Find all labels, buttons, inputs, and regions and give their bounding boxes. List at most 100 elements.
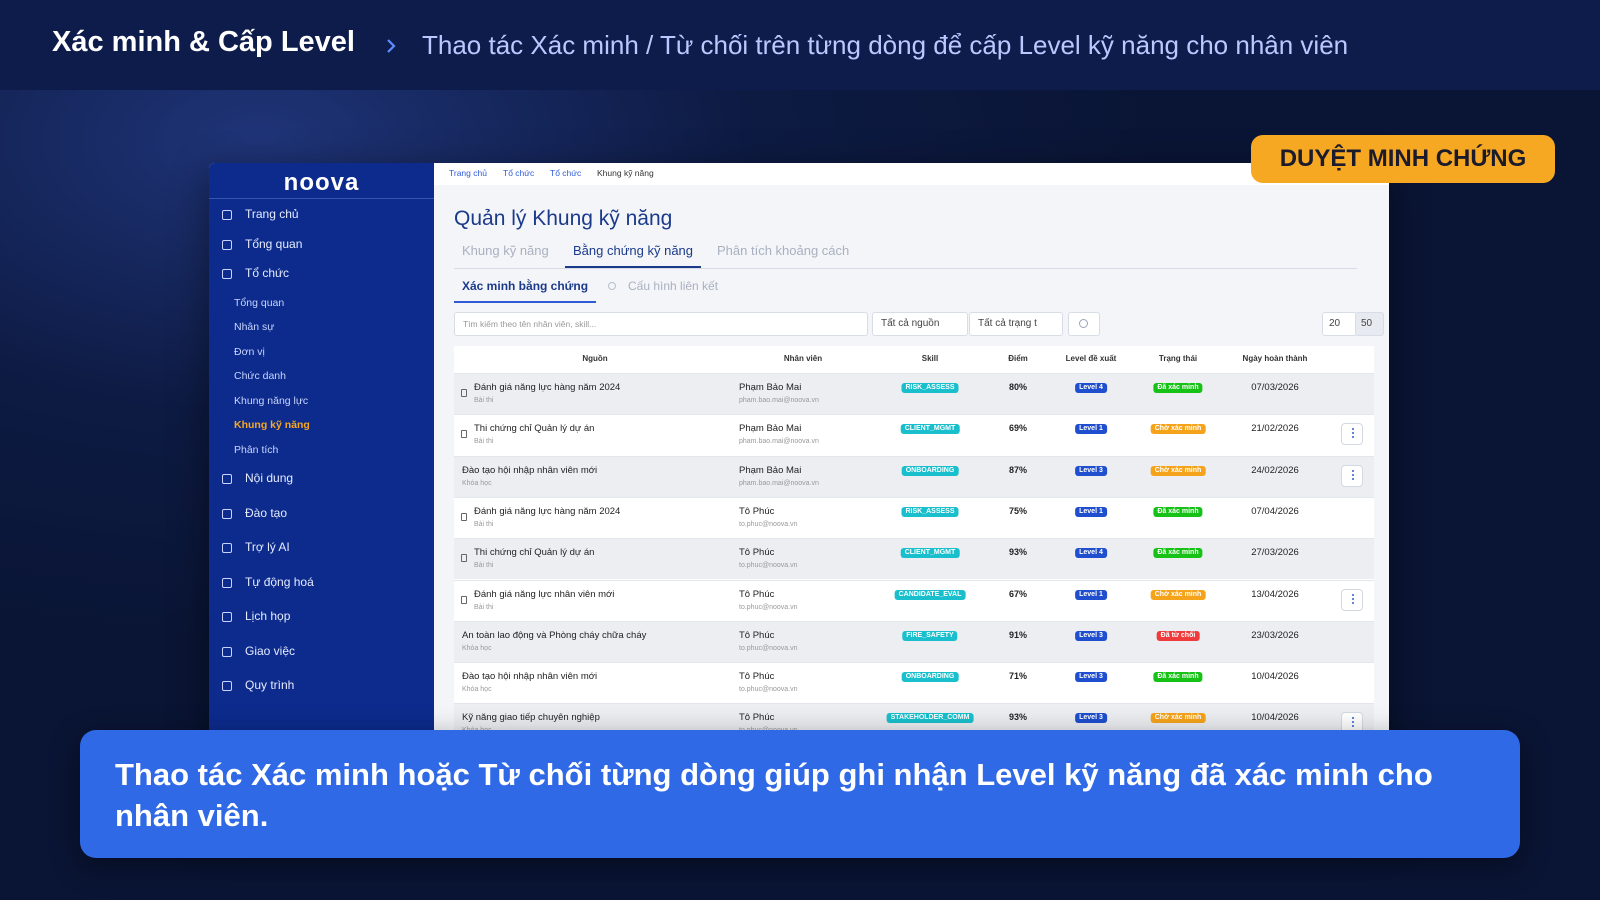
score: 71% <box>1008 671 1028 682</box>
row-action-button[interactable] <box>1341 588 1363 611</box>
table-row: Đánh giá năng lực hàng năm 2024 Bài thi Ph… <box>454 373 1374 415</box>
score: 69% <box>1008 423 1028 434</box>
breadcrumb-item[interactable]: Tổ chức <box>550 168 582 178</box>
subtab[interactable]: Cấu hình liên kết <box>628 279 719 293</box>
source: Đánh giá năng lực hàng năm 2024 <box>474 505 621 517</box>
column-header: Trạng thái <box>1158 354 1198 363</box>
level-badge: Level 4 <box>1075 548 1107 559</box>
source: An toàn lao động và Phòng cháy chữa cháy <box>462 629 647 641</box>
source-type: Bài thi <box>474 562 494 570</box>
nav-icon <box>222 577 232 588</box>
nav-item[interactable]: Lịch họp <box>245 609 291 623</box>
tab-underline <box>565 266 701 268</box>
row-action-button[interactable] <box>1341 464 1363 487</box>
level-badge: Level 1 <box>1075 424 1107 435</box>
nav-subitem[interactable]: Khung năng lực <box>234 394 309 407</box>
chevron-icon <box>387 39 396 53</box>
nav-item[interactable]: Trang chủ <box>245 207 299 221</box>
breadcrumb-item[interactable]: Tổ chức <box>503 168 535 178</box>
nav-item[interactable]: Đào tạo <box>245 505 288 520</box>
status-badge: Đã xác minh <box>1153 548 1203 559</box>
dot <box>1351 428 1354 431</box>
source-type: Bài thi <box>474 520 494 528</box>
employee: Tô Phúc <box>739 629 775 641</box>
nav-subitem[interactable]: Đơn vị <box>234 345 265 358</box>
source-type: Bài thi <box>474 438 494 446</box>
dot <box>1351 725 1354 728</box>
skill-badge: FIRE_SAFETY <box>902 630 958 641</box>
date: 07/03/2026 <box>1251 382 1299 393</box>
level-badge: Level 4 <box>1075 383 1107 393</box>
table-row: Đánh giá năng lực nhân viên mới Bài thi Tô… <box>454 579 1374 621</box>
source-type: Bài thi <box>474 397 494 404</box>
main-content: Quản lý Khung kỹ năng Trang chủ Tổ chức Tổ… <box>434 163 1389 827</box>
table-row: Thi chứng chỉ Quản lý dự án Bài thi Tô Phú… <box>454 538 1374 580</box>
page-size-select[interactable]: 20 <box>1322 312 1357 336</box>
filter-select[interactable]: Tất cả nguồn <box>872 312 968 336</box>
nav-subitem[interactable]: Khung kỹ năng <box>234 419 310 431</box>
row-action-button[interactable] <box>1341 423 1363 446</box>
date: 27/03/2026 <box>1251 547 1299 559</box>
level-badge: Level 3 <box>1075 713 1107 724</box>
dot <box>1351 717 1354 720</box>
subtab-underline <box>454 301 596 303</box>
search-input[interactable]: Tìm kiếm theo tên nhân viên, skill... <box>454 312 868 336</box>
status-badge: Chờ xác minh <box>1150 424 1206 435</box>
nav-item[interactable]: Tổ chức <box>245 266 290 280</box>
page-size: 20 <box>1329 318 1341 329</box>
source: Thi chứng chỉ Quản lý dự án <box>474 423 595 435</box>
status-badge: Chờ xác minh <box>1150 465 1206 476</box>
tab[interactable]: Bằng chứng kỹ năng <box>573 243 694 258</box>
filter-select[interactable]: Tất cả trạng t <box>969 312 1063 336</box>
dot <box>1351 436 1354 439</box>
nav-item[interactable]: Giao việc <box>245 643 296 658</box>
source: Đào tạo hội nhập nhân viên mới <box>462 464 598 476</box>
doc-icon <box>461 512 467 521</box>
caption-text: Thao tác Xác minh hoặc Từ chối từng dòng… <box>115 757 1433 833</box>
nav-subitem[interactable]: Phân tích <box>234 443 279 456</box>
nav-icon <box>222 681 232 691</box>
breadcrumb-item[interactable]: Trang chủ <box>449 168 487 178</box>
nav-subitem[interactable]: Chức danh <box>234 370 286 382</box>
email: to.phuc@noova.vn <box>739 520 798 528</box>
nav-subitem[interactable]: Tổng quan <box>234 296 285 309</box>
filter-label: Tất cả nguồn <box>881 318 940 329</box>
date: 21/02/2026 <box>1251 423 1299 435</box>
nav-item[interactable]: Tổng quan <box>245 236 303 251</box>
column-header: Nhân viên <box>783 354 823 363</box>
score: 87% <box>1008 464 1028 475</box>
dot <box>1351 473 1354 476</box>
link-icon <box>608 282 616 290</box>
tab[interactable]: Phân tích khoảng cách <box>717 243 850 258</box>
nav-item[interactable]: Quy trình <box>245 678 295 692</box>
table-row: Thi chứng chỉ Quản lý dự án Bài thi Phạm B… <box>454 414 1374 456</box>
nav-icon <box>222 543 232 553</box>
date: 10/04/2026 <box>1251 671 1299 683</box>
level-badge: Level 3 <box>1075 465 1107 476</box>
dot <box>1351 601 1354 604</box>
employee: Tô Phúc <box>739 547 775 559</box>
doc-icon <box>461 430 467 439</box>
score: 93% <box>1008 712 1028 723</box>
level-badge: Level 3 <box>1075 630 1107 641</box>
score: 67% <box>1008 588 1028 599</box>
nav-item[interactable]: Nội dung <box>245 471 294 485</box>
subtab[interactable]: Xác minh bằng chứng <box>462 279 589 293</box>
row-action-button[interactable] <box>1341 712 1363 735</box>
source-type: Khóa học <box>462 686 492 694</box>
column-header: Nguồn <box>582 354 608 363</box>
nav-item[interactable]: Tự động hoá <box>245 574 314 589</box>
nav-subitem[interactable]: Nhân sự <box>234 321 275 333</box>
status-badge: Chờ xác minh <box>1150 589 1206 600</box>
refresh-button[interactable] <box>1068 312 1100 336</box>
table-row: An toàn lao động và Phòng cháy chữa cháy… <box>454 620 1374 663</box>
doc-icon <box>461 554 467 563</box>
nav-icon <box>222 239 232 250</box>
nav-icon <box>222 474 232 484</box>
status-badge: Đã xác minh <box>1153 383 1203 393</box>
tab[interactable]: Khung kỹ năng <box>462 243 549 258</box>
score: 93% <box>1008 547 1028 558</box>
column-header: Skill <box>921 354 939 363</box>
nav-item[interactable]: Trợ lý AI <box>245 540 290 554</box>
sidebar: noova Trang chủ Tổng quan Tổ chức Tổng quan… <box>209 163 434 827</box>
